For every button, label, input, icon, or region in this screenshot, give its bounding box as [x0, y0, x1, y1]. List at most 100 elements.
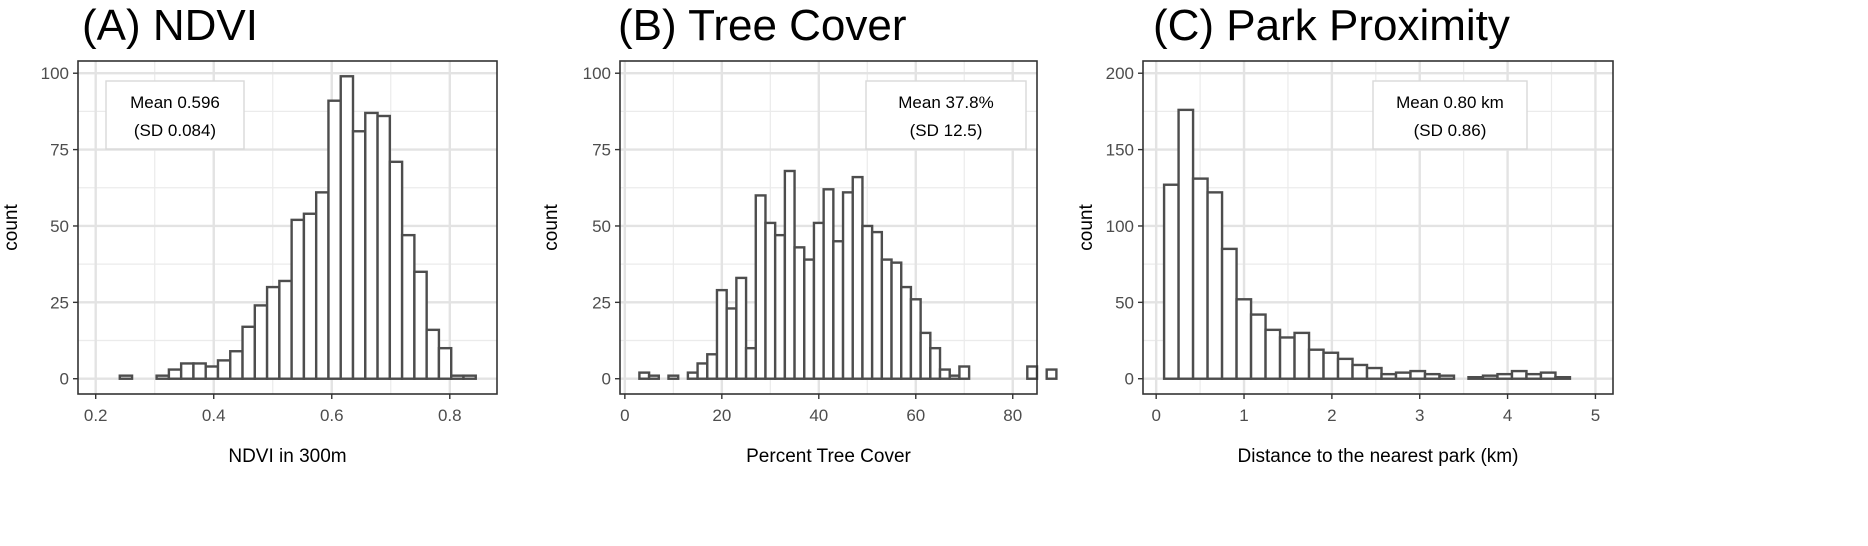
panel-park-proximity: (C) Park Proximity 0 50 100 150 200 0 1 2 3 4 5 Dist…	[1075, 0, 1868, 546]
histogram-bar	[1525, 372, 1543, 380]
histogram-bar	[696, 362, 709, 380]
annotation-text: Mean 0.80 km	[1396, 93, 1504, 112]
histogram-bar	[1481, 374, 1499, 380]
panel-ndvi: (A) NDVI 0 25 50 75 100 0.2 0.4 0.6 0.8 NDVI in 30…	[0, 0, 620, 546]
histogram-bar	[1380, 372, 1398, 380]
histogram-bar	[450, 374, 465, 380]
annotation-text: (SD 0.084)	[134, 121, 216, 140]
histogram-bar	[265, 285, 281, 380]
annotation-text: Mean 0.596	[130, 93, 220, 112]
histogram-bar	[253, 304, 269, 380]
histogram-bar	[773, 233, 787, 380]
y-tick-label: 25	[592, 293, 611, 312]
histogram-bar	[118, 374, 134, 380]
annotation-text: Mean 37.8%	[898, 93, 993, 112]
histogram-bar	[948, 374, 961, 380]
histogram-bar	[376, 114, 392, 380]
histogram-bar	[1177, 108, 1195, 380]
annotation-box	[105, 80, 245, 150]
panel-title: (C) Park Proximity	[1153, 1, 1510, 50]
y-tick-label: 150	[1106, 141, 1134, 160]
histogram-bar	[1220, 247, 1238, 380]
x-tick-label: 0	[620, 406, 629, 425]
histogram-bar	[290, 218, 306, 380]
histogram-bar	[1554, 375, 1572, 380]
annotation-text: (SD 12.5)	[910, 121, 983, 140]
histogram-bar	[1510, 369, 1528, 380]
histogram-bar	[1307, 348, 1325, 380]
y-tick-label: 75	[592, 141, 611, 160]
plot-border	[619, 60, 1038, 395]
y-tick-label: 200	[1106, 64, 1134, 83]
x-axis-title: NDVI in 300m	[228, 446, 346, 467]
histogram-bar	[1278, 336, 1296, 380]
histogram-bar	[803, 258, 816, 380]
histogram-bar	[1045, 368, 1058, 380]
histogram-bar	[216, 359, 232, 380]
histogram-bar	[647, 374, 660, 380]
histogram-bar	[1191, 177, 1209, 380]
histogram-bar	[1206, 191, 1224, 380]
y-axis-title: count	[1076, 204, 1097, 251]
histogram-bar	[1264, 328, 1282, 380]
histogram-bar	[1496, 372, 1514, 380]
x-tick-label: 4	[1503, 406, 1512, 425]
histogram-bar	[179, 362, 195, 380]
histogram-bar	[1162, 183, 1180, 380]
histogram-bar	[1336, 357, 1354, 380]
histogram-bar	[958, 365, 971, 380]
histogram-bar	[754, 194, 767, 380]
histogram-bar	[1365, 366, 1383, 380]
histogram-bar	[638, 371, 651, 380]
chart-park-proximity: (C) Park Proximity 0 50 100 150 200 0 1 2 3 4 5 Dist…	[1076, 1, 1614, 467]
histogram-bar	[909, 298, 922, 380]
histogram-bar	[388, 160, 404, 380]
histogram-bar	[400, 233, 416, 380]
panel-tree-cover: (B) Tree Cover 0 25 50 75 100 0 20 40 60 80 Percent…	[540, 0, 1060, 546]
histogram-bar	[1423, 372, 1441, 380]
annotation-text: (SD 0.86)	[1414, 121, 1487, 140]
histogram-bar	[302, 212, 318, 380]
histogram-bar	[437, 346, 453, 380]
x-tick-label: 2	[1327, 406, 1336, 425]
histogram-bar	[1322, 351, 1340, 380]
histogram-bar	[880, 258, 893, 380]
histogram-bar	[229, 350, 244, 380]
histogram-bar	[1409, 369, 1427, 380]
x-tick-label: 20	[712, 406, 731, 425]
histogram-bar	[1235, 298, 1253, 380]
x-tick-label: 0.6	[320, 406, 344, 425]
y-tick-label: 0	[1125, 370, 1134, 389]
x-tick-label: 40	[809, 406, 828, 425]
histogram-bar	[1467, 375, 1485, 380]
histogram-bar	[167, 368, 183, 380]
histogram-bar	[667, 374, 680, 380]
y-tick-label: 50	[1115, 293, 1134, 312]
y-tick-label: 50	[50, 217, 69, 236]
x-tick-label: 5	[1591, 406, 1600, 425]
x-tick-label: 0.4	[202, 406, 226, 425]
y-tick-label: 0	[60, 370, 69, 389]
histogram-bar	[832, 240, 845, 380]
histogram-bar	[822, 188, 835, 380]
x-tick-label: 3	[1415, 406, 1424, 425]
histogram-bar	[793, 246, 806, 380]
panel-title: (A) NDVI	[82, 1, 258, 50]
histogram-bar	[1249, 313, 1267, 380]
histogram-bar	[938, 368, 951, 380]
histogram-bar	[462, 374, 477, 380]
histogram-bar	[425, 328, 441, 380]
histogram-bar	[783, 169, 796, 380]
annotation-box	[1372, 80, 1528, 150]
x-axis-title: Distance to the nearest park (km)	[1238, 446, 1519, 467]
histogram-bar	[706, 353, 719, 380]
histogram-bar	[890, 261, 903, 380]
histogram-bar	[1539, 371, 1557, 380]
histogram-bar	[764, 221, 777, 380]
x-tick-label: 0	[1151, 406, 1160, 425]
histogram-bar	[1351, 363, 1369, 380]
y-tick-label: 25	[50, 293, 69, 312]
histogram-bar	[812, 221, 825, 380]
histogram-bar	[327, 99, 342, 380]
annotation-box	[865, 80, 1027, 150]
